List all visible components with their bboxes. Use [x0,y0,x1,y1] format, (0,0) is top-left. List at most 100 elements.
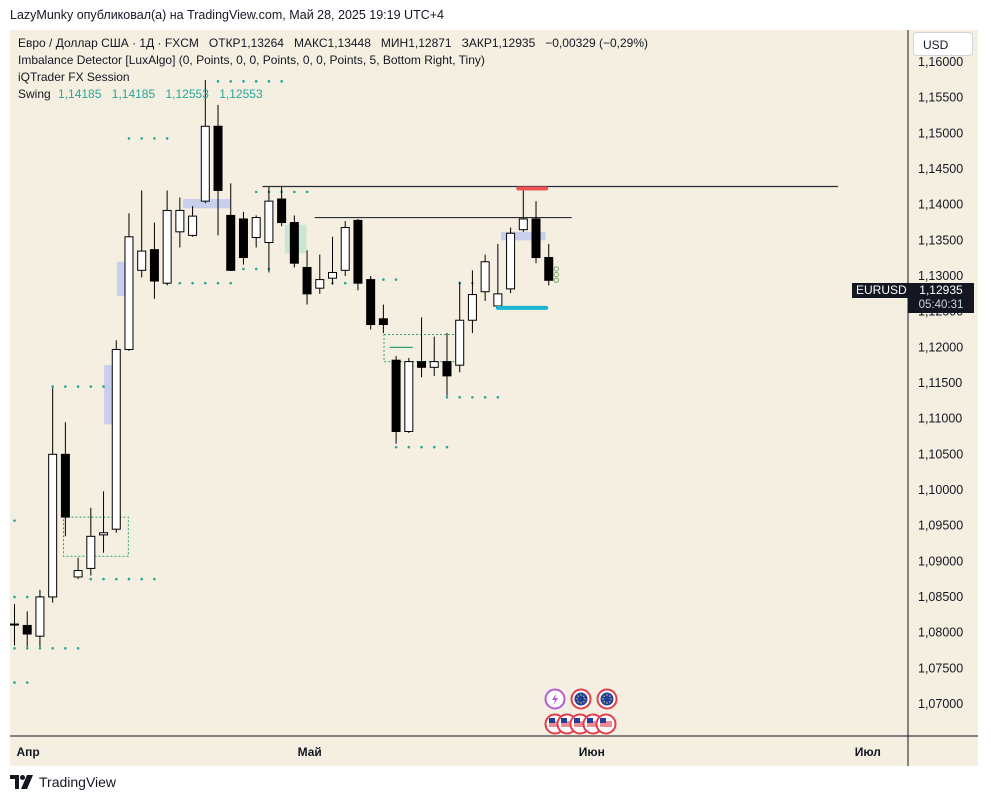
chart-pane[interactable]: 1,07000 1,07500 1,08000 1,08500 1,09000 1,095… [10,30,978,766]
swing-dot [293,190,296,194]
price-tick-label: 1,13500 [918,233,963,247]
bull-candle [264,200,274,244]
swing-dot [267,80,271,83]
swing-dot [191,281,194,285]
bull-candle [86,535,96,569]
bear-candle [60,453,70,518]
swing-dot [496,395,500,399]
swing-dot [153,137,156,140]
bear-candle [226,214,236,271]
bear-candle [417,361,427,368]
swing-dot [242,80,245,83]
symbol-ohlc-row[interactable]: Евро / Доллар США · 1Д · FXCM ОТКР1,1326… [18,35,648,52]
swing-dot [64,646,67,650]
bull-candle [73,570,83,578]
bull-candle [480,261,490,293]
lightning-bolt-shape [552,693,558,705]
indicator-session[interactable]: iQTrader FX Session [18,70,130,84]
eu-star [576,698,578,700]
tradingview-brand[interactable]: TradingView [10,774,116,790]
bull-candle [429,361,439,368]
imbalance-zone [183,199,231,209]
bear-candle [391,359,401,432]
swing-dot [25,595,29,599]
swing-dot [407,445,411,449]
price-tick-label: 1,14000 [918,198,963,212]
session-marker-icon [553,266,559,272]
price-tick-label: 1,11500 [918,376,962,390]
bear-candle [302,266,312,295]
eu-star [577,701,579,703]
bull-candle [48,453,58,598]
bear-candle [531,218,541,258]
swing-dot [89,577,93,581]
swing-dot [13,681,16,684]
eu-star [602,698,604,700]
chart-background [10,30,978,766]
swing-dot [102,577,105,581]
bear-candle [213,125,223,191]
time-tick-label: Апр [17,745,40,759]
eu-star [609,701,611,703]
brand-name: TradingView [39,774,117,790]
eu-star [609,695,611,697]
eu-star [577,695,579,697]
eu-star [580,702,582,704]
imbalance-zone [501,231,546,241]
bear-candle [149,249,159,282]
bear-candle [378,318,388,326]
swing-dot [445,395,449,399]
change-value: −0,00329 (−0,29%) [545,36,649,50]
swing-dot [280,80,283,83]
swing-dot [394,278,398,281]
bull-candle [162,209,172,284]
swing-dot [127,577,131,581]
swing-dot [343,281,347,285]
bull-candle [404,361,414,432]
bull-candle [124,236,134,350]
eu-star [610,698,612,700]
bull-candle [137,250,147,271]
close-label: ЗАКР [461,36,492,50]
bear-candle [544,256,554,281]
swing-dot [254,190,258,194]
swing-dot [216,281,220,285]
eu-star [583,701,585,703]
indicator-imbalance[interactable]: Imbalance Detector [LuxAlgo] (0, Points,… [18,53,485,67]
bear-candle [289,222,299,264]
chart-legend: Евро / Доллар США · 1Д · FXCM ОТКР1,1326… [18,35,648,103]
swing-value: 1,12553 [219,87,263,101]
price-tick-label: 1,16000 [918,55,963,69]
swing-dot [204,281,207,285]
swing-dot [25,681,29,684]
bull-candle [35,596,45,637]
swing-dot [127,137,131,140]
indicator-swing[interactable]: Swing 1,14185 1,14185 1,12553 1,12553 [18,86,648,103]
symbol-info[interactable]: Евро / Доллар США · 1Д · FXCM [18,36,199,50]
last-price-value: 1,12935 [919,283,963,297]
bull-candle [315,279,325,289]
open-value: 1,13264 [240,36,284,50]
price-tick-label: 1,12000 [918,340,963,354]
low-label: МИН [380,36,409,50]
swing-dot [165,137,169,140]
bear-candle [442,361,452,377]
swing-dot [229,281,233,285]
us-canton [600,718,606,723]
price-tick-label: 1,09000 [918,554,963,568]
swing-dot [38,646,42,650]
bull-candle [175,209,185,233]
bull-candle [188,215,198,236]
high-label: МАКС [293,36,328,50]
swing-dot [64,385,67,388]
candlestick-chart[interactable]: 1,07000 1,07500 1,08000 1,08500 1,09000 1,095… [10,30,978,766]
price-tick-label: 1,11000 [918,412,962,426]
swing-dot [140,137,143,140]
price-tick-label: 1,13000 [918,269,963,283]
currency-button[interactable]: USD [913,32,973,56]
swing-dot [242,267,245,271]
imbalance-zone [62,516,129,557]
tradingview-logo-icon [10,775,33,789]
session-marker-icon [553,271,559,278]
swing-dot [13,595,16,599]
